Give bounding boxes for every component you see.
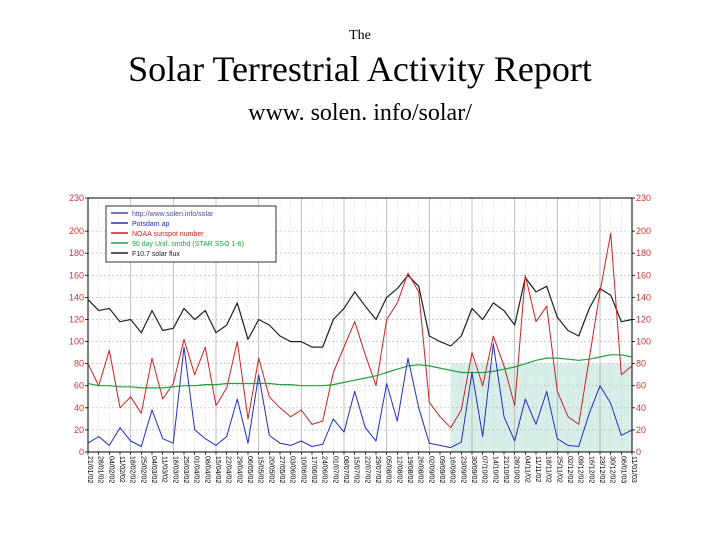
- svg-text:19/08/02: 19/08/02: [406, 456, 413, 483]
- svg-text:25/02/02: 25/02/02: [139, 456, 146, 483]
- svg-text:23/12/02: 23/12/02: [598, 456, 605, 483]
- svg-text:08/04/02: 08/04/02: [203, 456, 210, 483]
- svg-text:28/01/02: 28/01/02: [97, 456, 104, 483]
- svg-text:40: 40: [74, 403, 84, 413]
- svg-text:16/12/02: 16/12/02: [587, 456, 594, 483]
- svg-text:180: 180: [69, 248, 84, 258]
- svg-text:27/05/02: 27/05/02: [278, 456, 285, 483]
- svg-text:11/02/02: 11/02/02: [118, 456, 125, 483]
- svg-text:22/07/02: 22/07/02: [363, 456, 370, 483]
- chart-svg: 0020204040606080801001001201201401401601…: [58, 190, 662, 510]
- sup-title: The: [0, 0, 720, 44]
- svg-text:17/06/02: 17/06/02: [310, 456, 317, 483]
- svg-text:23/09/02: 23/09/02: [459, 456, 466, 483]
- svg-text:14/10/02: 14/10/02: [491, 456, 498, 483]
- svg-text:26/08/02: 26/08/02: [417, 456, 424, 483]
- svg-text:20: 20: [636, 425, 646, 435]
- page-root: The Solar Terrestrial Activity Report ww…: [0, 0, 720, 540]
- svg-text:11/03/02: 11/03/02: [161, 456, 168, 483]
- svg-text:06/05/02: 06/05/02: [246, 456, 253, 483]
- legend-item: F10.7 solar flux: [132, 251, 180, 258]
- legend-item: 90 day Unif. smthd (STAR SSO 1-6): [132, 241, 244, 248]
- svg-text:80: 80: [636, 359, 646, 369]
- svg-text:18/02/02: 18/02/02: [129, 456, 136, 483]
- main-title: Solar Terrestrial Activity Report: [0, 44, 720, 90]
- svg-text:20: 20: [74, 425, 84, 435]
- svg-text:18/11/02: 18/11/02: [545, 456, 552, 483]
- svg-text:12/08/02: 12/08/02: [395, 456, 402, 483]
- svg-text:21/01/02: 21/01/02: [86, 456, 93, 483]
- svg-text:11/01/03: 11/01/03: [630, 456, 637, 483]
- svg-text:160: 160: [636, 270, 651, 280]
- svg-text:15/04/02: 15/04/02: [214, 456, 221, 483]
- svg-text:09/12/02: 09/12/02: [577, 456, 584, 483]
- svg-text:160: 160: [69, 270, 84, 280]
- svg-text:180: 180: [636, 248, 651, 258]
- svg-text:120: 120: [636, 314, 651, 324]
- svg-text:08/07/02: 08/07/02: [342, 456, 349, 483]
- svg-text:02/12/02: 02/12/02: [566, 456, 573, 483]
- svg-text:06/01/03: 06/01/03: [619, 456, 626, 483]
- svg-text:0: 0: [79, 447, 84, 457]
- svg-text:30/09/02: 30/09/02: [470, 456, 477, 483]
- svg-text:20/05/02: 20/05/02: [267, 456, 274, 483]
- svg-text:09/09/02: 09/09/02: [438, 456, 445, 483]
- legend-item: http://www.solen.info/solar: [132, 211, 214, 218]
- svg-text:04/02/02: 04/02/02: [107, 456, 114, 483]
- svg-text:24/06/02: 24/06/02: [321, 456, 328, 483]
- svg-text:25/03/02: 25/03/02: [182, 456, 189, 483]
- svg-text:120: 120: [69, 314, 84, 324]
- svg-text:200: 200: [69, 226, 84, 236]
- svg-text:22/04/02: 22/04/02: [225, 456, 232, 483]
- svg-text:100: 100: [69, 337, 84, 347]
- svg-text:230: 230: [636, 193, 651, 203]
- svg-text:140: 140: [69, 292, 84, 302]
- sub-title-url: www. solen. info/solar/: [0, 90, 720, 127]
- svg-text:02/09/02: 02/09/02: [427, 456, 434, 483]
- svg-text:40: 40: [636, 403, 646, 413]
- svg-text:29/07/02: 29/07/02: [374, 456, 381, 483]
- svg-text:200: 200: [636, 226, 651, 236]
- svg-text:21/10/02: 21/10/02: [502, 456, 509, 483]
- svg-text:80: 80: [74, 359, 84, 369]
- svg-text:28/10/02: 28/10/02: [513, 456, 520, 483]
- svg-text:01/07/02: 01/07/02: [331, 456, 338, 483]
- svg-text:04/03/02: 04/03/02: [150, 456, 157, 483]
- legend-item: Potsdam ap: [132, 221, 169, 228]
- svg-text:15/05/02: 15/05/02: [257, 456, 264, 483]
- svg-text:11/11/02: 11/11/02: [534, 456, 541, 482]
- svg-text:60: 60: [74, 381, 84, 391]
- svg-text:16/09/02: 16/09/02: [449, 456, 456, 483]
- svg-text:01/04/02: 01/04/02: [193, 456, 200, 483]
- svg-text:60: 60: [636, 381, 646, 391]
- svg-text:25/11/02: 25/11/02: [555, 456, 562, 483]
- svg-text:29/04/02: 29/04/02: [235, 456, 242, 483]
- svg-text:07/10/02: 07/10/02: [481, 456, 488, 483]
- svg-text:03/06/02: 03/06/02: [289, 456, 296, 483]
- svg-text:18/03/02: 18/03/02: [171, 456, 178, 483]
- svg-text:04/11/02: 04/11/02: [523, 456, 530, 483]
- svg-text:05/08/02: 05/08/02: [385, 456, 392, 483]
- svg-text:140: 140: [636, 292, 651, 302]
- solar-activity-chart: 0020204040606080801001001201201401401601…: [58, 190, 662, 510]
- svg-text:10/06/02: 10/06/02: [299, 456, 306, 483]
- svg-text:100: 100: [636, 337, 651, 347]
- svg-text:230: 230: [69, 193, 84, 203]
- legend-item: NOAA sunspot number: [132, 231, 204, 238]
- svg-text:30/12/02: 30/12/02: [609, 456, 616, 483]
- svg-text:15/07/02: 15/07/02: [353, 456, 360, 483]
- title-block: The Solar Terrestrial Activity Report ww…: [0, 0, 720, 127]
